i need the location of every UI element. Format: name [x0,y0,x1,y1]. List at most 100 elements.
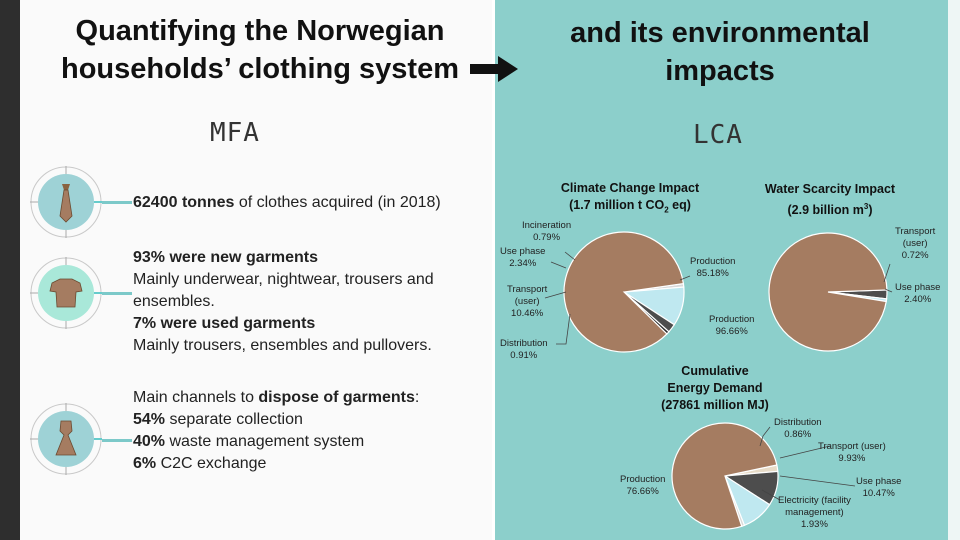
disposal-channel-2: waste management system [165,433,365,450]
chart3-title: Cumulative Energy Demand (27861 million … [630,363,800,414]
page-title-right: and its environmental impacts [540,14,900,90]
dress-icon [30,403,102,475]
chart2-title-unit: (2.9 billion m [787,203,864,218]
c2-use-phase-label: Use phase 2.40% [895,282,940,306]
chart2-title-line2: (2.9 billion m3) [740,198,920,219]
c2-use-phase-value: 2.40% [904,294,932,305]
c3-electricity-name-1: Electricity (facility [778,495,851,506]
garments-text: 93% were new garments Mainly underwear, … [133,247,434,357]
c1-transport-name-1: Transport [507,284,548,295]
c3-production-label: Production 76.66% [620,474,665,498]
c3-electricity-value: 1.93% [800,519,828,530]
lca-heading: LCA [693,120,743,150]
mfa-heading: MFA [210,118,260,148]
title-right-line2: impacts [665,55,775,87]
c1-distribution-name: Distribution [500,338,548,349]
c3-distribution-label: Distribution 0.86% [774,417,822,441]
chart1-title-line1: Climate Change Impact [560,181,700,195]
acquired-text: 62400 tonnes of clothes acquired (in 201… [133,192,441,214]
title-right-line1: and its environmental [570,17,870,49]
c1-incineration-name: Incineration [522,220,572,231]
chart2-title-end: ) [868,203,873,218]
c3-use-phase-label: Use phase 10.47% [856,476,901,500]
c3-electricity-label: Electricity (facility management) 1.93% [778,495,851,531]
lca-pie-charts [544,231,893,530]
c2-production-value: 96.66% [715,326,748,337]
connector-line-1 [102,201,132,204]
climate-change-pie [563,231,685,353]
c1-distribution-value: 0.91% [510,350,538,361]
leader-lines [544,251,893,501]
chart1-title: Climate Change Impact (1.7 million t CO2… [540,180,720,219]
c3-electricity-name-2: management) [785,507,844,518]
left-dark-bar [0,0,20,540]
new-garments-desc-1: Mainly underwear, nightwear, trousers an… [133,271,434,288]
chart2-title: Water Scarcity Impact (2.9 billion m3) [740,181,920,219]
c2-transport-name-1: Transport [895,226,936,237]
c3-transport-name: Transport (user) [818,441,886,452]
c1-production-label: Production 85.18% [690,256,735,280]
c1-use-phase-name: Use phase [500,246,546,257]
pie-slice-production [671,422,778,530]
right-edge-strip [948,0,960,540]
disposal-channel-3: C2C exchange [156,455,267,472]
connector-line-2 [102,292,132,295]
mfa-panel [20,0,492,540]
disposal-channel-1: separate collection [165,411,303,428]
title-left-line1: Quantifying the Norwegian [75,15,445,47]
c1-use-phase-value: 2.34% [509,258,537,269]
c1-production-name: Production [690,256,736,267]
c2-production-label: Production 96.66% [709,314,754,338]
used-garments-heading: 7% were used garments [133,315,316,332]
c3-distribution-value: 0.86% [784,429,812,440]
chart1-title-unit: (1.7 million t CO [569,198,665,212]
c2-production-name: Production [709,314,755,325]
c3-transport-value: 9.93% [838,453,866,464]
c3-use-phase-name: Use phase [856,476,902,487]
c1-transport-label: Transport (user) 10.46% [507,284,547,320]
connector-line-3 [102,439,132,442]
c2-transport-value: 0.72% [901,250,929,261]
acquired-desc: of clothes acquired (in 2018) [234,194,441,211]
arrow-right-icon [470,56,518,82]
c3-production-value: 76.66% [626,486,659,497]
c1-use-phase-label: Use phase 2.34% [500,246,545,270]
disposal-pct-3: 6% [133,455,157,472]
c3-transport-label: Transport (user) 9.93% [818,441,886,465]
acquired-amount: 62400 tonnes [133,194,235,211]
energy-demand-pie [671,422,779,530]
chart3-title-line2: Energy Demand [667,381,763,395]
c1-distribution-label: Distribution 0.91% [500,338,548,362]
pie-slice-production [768,232,888,352]
c2-transport-name-2: (user) [902,238,928,249]
chart3-title-line1: Cumulative [681,364,749,378]
page-title-left: Quantifying the Norwegian households’ cl… [40,12,480,88]
disposal-intro: Main channels to [133,389,259,406]
disposal-intro-end: : [414,389,420,406]
c2-use-phase-name: Use phase [895,282,941,293]
chart1-title-end: eq) [668,198,691,212]
new-garments-desc-2: ensembles. [133,293,215,310]
used-garments-desc: Mainly trousers, ensembles and pullovers… [133,337,432,354]
title-left-line2: households’ clothing system [60,53,459,85]
disposal-pct-1: 54% [133,411,166,428]
tie-icon [30,166,102,238]
c1-production-value: 85.18% [696,268,729,279]
c1-incineration-label: Incineration 0.79% [522,220,571,244]
chart1-title-line2: (1.7 million t CO2 eq) [540,197,720,219]
tshirt-icon [30,257,102,329]
disposal-pct-2: 40% [133,433,166,450]
disposal-intro-bold: dispose of garments [258,389,415,406]
disposal-text: Main channels to dispose of garments: 54… [133,387,419,475]
c1-transport-value: 10.46% [511,308,544,319]
c1-incineration-value: 0.79% [533,232,561,243]
pie-slice-production [563,231,685,353]
c1-transport-name-2: (user) [514,296,540,307]
water-scarcity-pie [768,232,888,352]
c3-use-phase-value: 10.47% [862,488,895,499]
c3-production-name: Production [620,474,666,485]
c3-distribution-name: Distribution [774,417,822,428]
c2-transport-label: Transport (user) 0.72% [895,226,935,262]
chart3-title-line3: (27861 million MJ) [661,398,769,412]
chart2-title-line1: Water Scarcity Impact [764,182,896,196]
